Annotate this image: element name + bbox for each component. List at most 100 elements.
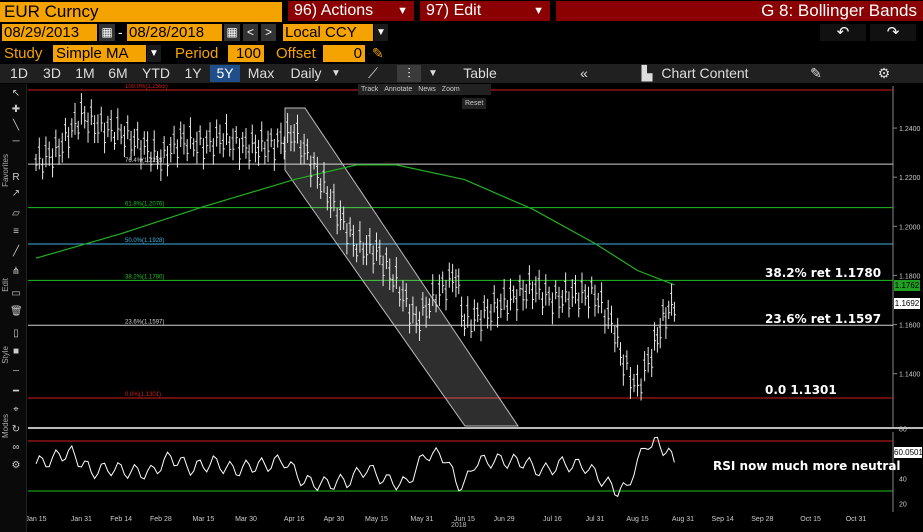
x-tick-label: Oct 15 — [800, 516, 821, 523]
period-1d[interactable]: 1D — [10, 65, 28, 81]
period-label: Period — [175, 45, 219, 62]
fib-tool-icon[interactable]: ≡ — [13, 226, 19, 237]
chart-toolbar: 1D 3D 1M 6M YTD 1Y 5Y Max Daily ▼ ⟋ ⫶ ▼ … — [0, 64, 923, 83]
x-tick-label: Mar 30 — [235, 516, 257, 523]
chevron-down-icon[interactable]: ▼ — [428, 68, 438, 79]
rsi-line — [35, 436, 675, 498]
start-date-input[interactable]: 08/29/2013 — [2, 24, 97, 41]
period-1y[interactable]: 1Y — [184, 65, 202, 81]
price-chart[interactable]: 100.0%(1.2555) 76.4%(1.2253) 61.8%(1.2076)… — [0, 84, 923, 532]
date-range-bar: 08/29/2013 ▦ - 08/28/2018 ▦ < > Local CC… — [0, 23, 923, 42]
reset-label: Reset — [465, 100, 484, 107]
color-icon[interactable]: ■ — [12, 346, 20, 357]
trend-channel — [284, 107, 519, 427]
rect-tool-icon[interactable]: ▭ — [11, 288, 21, 299]
edit-menu[interactable]: 97) Edit ▼ — [420, 1, 550, 21]
drawing-sidebar: ↖ ✚ ╲ ─ Favorites R ↗ ▱ ≡ ╱ ⋔ Edit ▭ 🗑 ▯… — [0, 84, 27, 532]
redo-icon[interactable]: ↷ — [870, 24, 916, 41]
y-tick-label: 1.1800 — [899, 273, 921, 280]
security-field[interactable]: EUR Curncy — [0, 1, 282, 22]
x-tick-label: Oct 31 — [846, 516, 867, 523]
table-button[interactable]: Table — [463, 65, 497, 81]
fib-label: 50.0%(1.1928) — [125, 238, 164, 244]
modes-label: Modes — [1, 414, 10, 439]
pin-icon[interactable]: ⌖ — [13, 404, 19, 415]
calendar-icon[interactable]: ▦ — [224, 24, 240, 41]
x-tick-label: May 31 — [410, 516, 433, 523]
period-input[interactable]: 100 — [228, 45, 264, 62]
x-tick-label: Feb 14 — [110, 516, 132, 523]
period-max[interactable]: Max — [247, 65, 275, 81]
reset-button[interactable]: Reset — [462, 98, 487, 109]
annotation-00: 0.0 1.1301 — [765, 383, 837, 397]
rsi-tick-label: 40 — [899, 477, 907, 484]
collapse-icon[interactable]: « — [580, 65, 588, 81]
zoom-button[interactable]: Zoom — [441, 86, 460, 93]
line-style-icon[interactable]: ┄ — [12, 366, 20, 377]
fib-label: 61.8%(1.2076) — [125, 202, 164, 208]
line-tool-icon[interactable]: ╲ — [12, 120, 20, 131]
chevron-down-icon[interactable]: ▼ — [147, 45, 161, 62]
year-label: 2018 — [451, 522, 467, 529]
offset-input[interactable]: 0 — [323, 45, 365, 62]
period-6m[interactable]: 6M — [108, 65, 128, 81]
period-ytd[interactable]: YTD — [142, 65, 170, 81]
prev-arrow-icon[interactable]: < — [243, 24, 258, 41]
screen-title: G 8: Bollinger Bands — [556, 1, 923, 21]
chevron-down-icon[interactable]: ▼ — [331, 68, 341, 79]
gear-icon[interactable]: ⚙ — [877, 65, 891, 81]
x-tick-label: Jun 29 — [494, 516, 515, 523]
period-3d[interactable]: 3D — [43, 65, 61, 81]
crosshair-icon[interactable]: ✚ — [11, 104, 21, 115]
end-date-input[interactable]: 08/28/2018 — [127, 24, 222, 41]
undo-icon[interactable]: ↶ — [820, 24, 866, 41]
edit-chart-icon[interactable]: ✎ — [810, 65, 822, 81]
annotation-rsi: RSI now much more neutral — [713, 459, 901, 473]
annotate-button[interactable]: Annotate — [384, 86, 413, 93]
x-tick-label: Mar 15 — [193, 516, 215, 523]
cursor-icon[interactable]: ↖ — [11, 88, 21, 99]
y-tick-label: 1.2000 — [899, 224, 921, 231]
candle-chart-icon[interactable]: ⫶ — [397, 65, 421, 82]
study-label: Study — [4, 45, 43, 62]
currency-select[interactable]: Local CCY — [283, 24, 373, 41]
rsi-tick-label: 80 — [899, 427, 907, 434]
track-button[interactable]: Track — [361, 86, 379, 93]
line-width-icon[interactable]: ━ — [12, 386, 20, 397]
x-tick-label: Apr 16 — [284, 516, 305, 523]
calendar-icon[interactable]: ▦ — [99, 24, 115, 41]
frequency-select[interactable]: Daily — [290, 65, 322, 81]
arrow-tool-icon[interactable]: ↗ — [11, 188, 21, 199]
trend-line-icon[interactable]: ╱ — [12, 246, 20, 257]
x-tick-label: May 15 — [365, 516, 388, 523]
refresh-icon[interactable]: ↻ — [11, 424, 21, 435]
text-tool-icon[interactable]: R — [12, 172, 20, 183]
fib-label: 23.6%(1.1597) — [125, 319, 164, 325]
chart-mini-toolbar: Track Annotate News Zoom — [358, 84, 491, 95]
news-button[interactable]: News — [418, 86, 436, 93]
moving-average-line — [35, 164, 675, 286]
x-tick-label: Jan 15 — [25, 516, 46, 523]
hline-tool-icon[interactable]: ─ — [12, 136, 20, 147]
delete-all-icon[interactable]: ▯ — [13, 328, 19, 339]
rsi-tick-label: 20 — [899, 502, 907, 509]
pencil-icon[interactable]: ✎ — [372, 45, 384, 61]
x-tick-label: Jun 15 — [454, 516, 475, 523]
study-bar: Study Simple MA ▼ Period 100 Offset 0 ✎ — [0, 43, 923, 63]
study-select[interactable]: Simple MA — [53, 45, 146, 62]
chart-content-button[interactable]: Chart Content — [661, 65, 749, 81]
link-icon[interactable]: ∞ — [12, 442, 20, 453]
actions-menu[interactable]: 96) Actions ▼ — [288, 1, 414, 21]
period-1m[interactable]: 1M — [75, 65, 95, 81]
last-price-tag: 1.1692 — [894, 298, 920, 309]
line-chart-icon[interactable]: ⟋ — [368, 65, 378, 81]
date-separator: - — [118, 24, 123, 40]
chevron-down-icon[interactable]: ▼ — [374, 24, 388, 41]
settings-icon[interactable]: ⚙ — [11, 460, 21, 471]
next-arrow-icon[interactable]: > — [261, 24, 276, 41]
trash-icon[interactable]: 🗑 — [10, 306, 23, 317]
pitchfork-icon[interactable]: ⋔ — [11, 266, 21, 277]
x-tick-label: Jul 16 — [543, 516, 562, 523]
channel-tool-icon[interactable]: ▱ — [12, 208, 20, 219]
period-5y[interactable]: 5Y — [210, 65, 240, 82]
